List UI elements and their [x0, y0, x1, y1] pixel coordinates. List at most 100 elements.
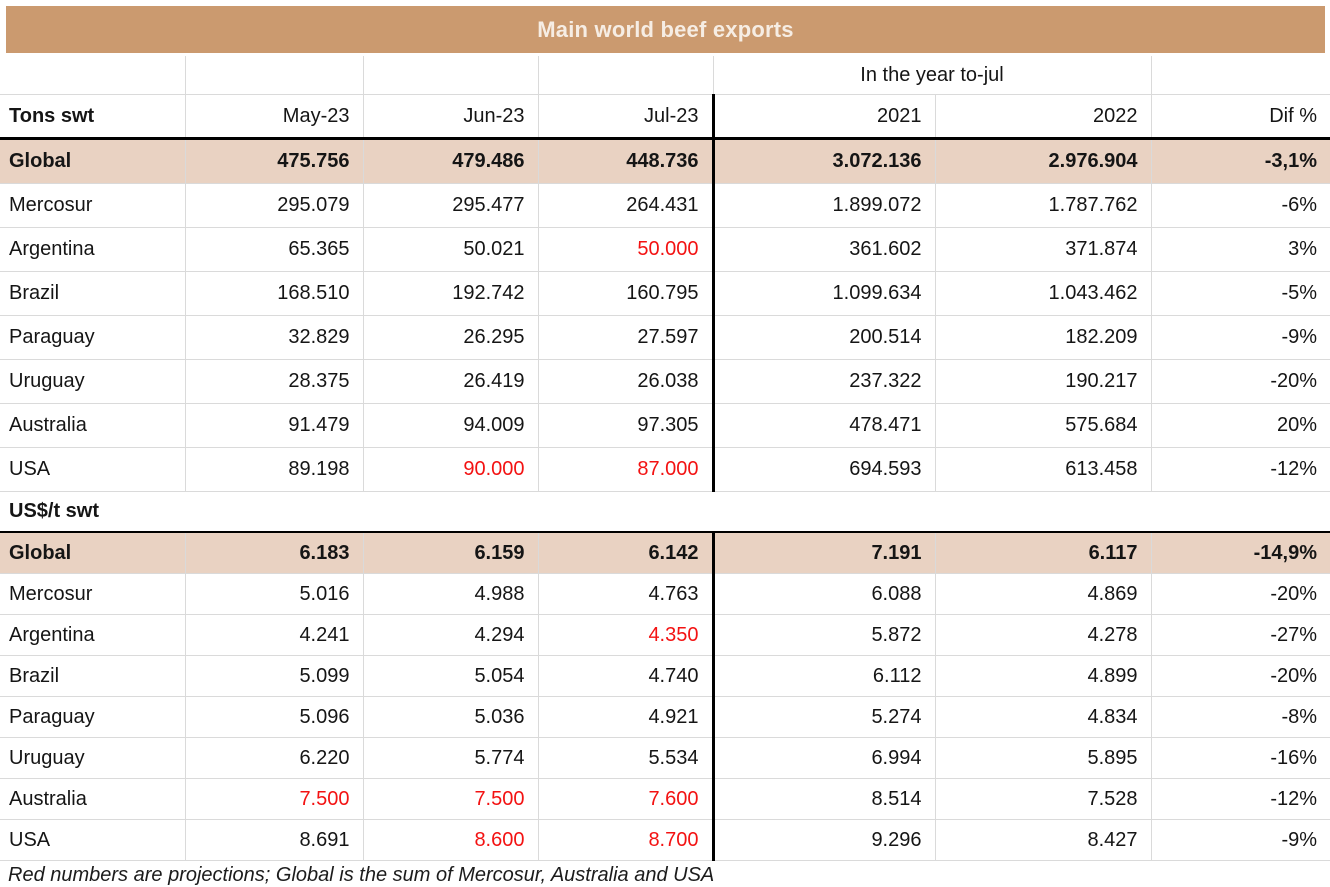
- column-header-tons-swt: Tons swt: [0, 94, 186, 140]
- value-cell: -20%: [1151, 573, 1330, 615]
- value-cell: 613.458: [935, 447, 1152, 492]
- value-cell: -20%: [1151, 359, 1330, 404]
- value-cell: -5%: [1151, 271, 1330, 316]
- value-cell: 90.000: [363, 447, 539, 492]
- value-cell: -12%: [1151, 447, 1330, 492]
- table-row-mercosur: Mercosur 295.079 295.477 264.431 1.899.072 1.…: [0, 183, 1330, 228]
- value-cell: 3.072.136: [713, 137, 936, 184]
- value-cell: 475.756: [185, 137, 364, 184]
- value-cell: 575.684: [935, 403, 1152, 448]
- table-row-brazil: Brazil 5.099 5.054 4.740 6.112 4.899 -20%: [0, 655, 1330, 697]
- empty-cell: [185, 56, 364, 95]
- table-row-mercosur: Mercosur 5.016 4.988 4.763 6.088 4.869 -20%: [0, 573, 1330, 615]
- row-label: Australia: [0, 778, 186, 820]
- value-cell: 6.088: [713, 573, 936, 615]
- group-header-label: In the year to-jul: [713, 56, 1152, 95]
- value-cell: 28.375: [185, 359, 364, 404]
- table-row-global: Global 6.183 6.159 6.142 7.191 6.117 -14,9%: [0, 531, 1330, 574]
- value-cell: 694.593: [713, 447, 936, 492]
- value-cell: 3%: [1151, 227, 1330, 272]
- row-label: Global: [0, 137, 186, 184]
- value-cell: 87.000: [538, 447, 715, 492]
- value-cell: -9%: [1151, 819, 1330, 861]
- value-cell: -20%: [1151, 655, 1330, 697]
- section-label: US$/t swt: [0, 491, 1330, 533]
- value-cell: 448.736: [538, 137, 715, 184]
- value-cell: 192.742: [363, 271, 539, 316]
- value-cell: 4.294: [363, 614, 539, 656]
- table-row-brazil: Brazil 168.510 192.742 160.795 1.099.634 1.04…: [0, 271, 1330, 316]
- table-row-uruguay: Uruguay 6.220 5.774 5.534 6.994 5.895 -16%: [0, 737, 1330, 779]
- value-cell: 295.079: [185, 183, 364, 228]
- value-cell: 20%: [1151, 403, 1330, 448]
- value-cell: 4.869: [935, 573, 1152, 615]
- value-cell: 5.274: [713, 696, 936, 738]
- table-row-australia: Australia 91.479 94.009 97.305 478.471 575.68…: [0, 403, 1330, 448]
- row-label: Brazil: [0, 271, 186, 316]
- table-row-usa: USA 8.691 8.600 8.700 9.296 8.427 -9%: [0, 819, 1330, 861]
- column-header-jun-23: Jun-23: [363, 94, 539, 140]
- value-cell: 479.486: [363, 137, 539, 184]
- value-cell: 89.198: [185, 447, 364, 492]
- row-label: Mercosur: [0, 573, 186, 615]
- empty-cell: [538, 56, 714, 95]
- value-cell: 478.471: [713, 403, 936, 448]
- value-cell: 4.921: [538, 696, 715, 738]
- table-row-uruguay: Uruguay 28.375 26.419 26.038 237.322 190.217-…: [0, 359, 1330, 404]
- value-cell: 26.038: [538, 359, 715, 404]
- value-cell: 94.009: [363, 403, 539, 448]
- row-label: Brazil: [0, 655, 186, 697]
- value-cell: 4.834: [935, 696, 1152, 738]
- empty-cell: [1151, 56, 1330, 95]
- row-label: Global: [0, 531, 186, 574]
- value-cell: 361.602: [713, 227, 936, 272]
- section-label-row: US$/t swt: [0, 491, 1330, 533]
- value-cell: 168.510: [185, 271, 364, 316]
- value-cell: 5.099: [185, 655, 364, 697]
- column-header-dif-pct: Dif %: [1151, 94, 1330, 140]
- value-cell: -9%: [1151, 315, 1330, 360]
- column-header-jul-23: Jul-23: [538, 94, 715, 140]
- value-cell: 6.112: [713, 655, 936, 697]
- value-cell: 4.763: [538, 573, 715, 615]
- value-cell: -8%: [1151, 696, 1330, 738]
- value-cell: 190.217: [935, 359, 1152, 404]
- value-cell: 371.874: [935, 227, 1152, 272]
- value-cell: 264.431: [538, 183, 715, 228]
- value-cell: 4.988: [363, 573, 539, 615]
- value-cell: 6.142: [538, 531, 715, 574]
- value-cell: 50.000: [538, 227, 715, 272]
- value-cell: 5.036: [363, 696, 539, 738]
- table-title: Main world beef exports: [6, 6, 1325, 53]
- value-cell: -3,1%: [1151, 137, 1330, 184]
- value-cell: 182.209: [935, 315, 1152, 360]
- value-cell: 7.528: [935, 778, 1152, 820]
- value-cell: 97.305: [538, 403, 715, 448]
- value-cell: 5.534: [538, 737, 715, 779]
- footnote: Red numbers are projections; Global is t…: [8, 864, 715, 886]
- table-row-australia: Australia 7.500 7.500 7.600 8.514 7.528 -12%: [0, 778, 1330, 820]
- value-cell: -12%: [1151, 778, 1330, 820]
- value-cell: 5.016: [185, 573, 364, 615]
- beef-exports-table: In the year to-jul Tons swt May-23 Jun-2…: [0, 56, 1330, 861]
- value-cell: 237.322: [713, 359, 936, 404]
- row-label: Argentina: [0, 614, 186, 656]
- row-label: Australia: [0, 403, 186, 448]
- value-cell: 4.278: [935, 614, 1152, 656]
- empty-cell: [363, 56, 539, 95]
- value-cell: 6.183: [185, 531, 364, 574]
- empty-cell: [0, 56, 186, 95]
- value-cell: 4.899: [935, 655, 1152, 697]
- value-cell: 5.774: [363, 737, 539, 779]
- row-label: Mercosur: [0, 183, 186, 228]
- row-label: Paraguay: [0, 315, 186, 360]
- row-label: USA: [0, 447, 186, 492]
- value-cell: 6.220: [185, 737, 364, 779]
- value-cell: 91.479: [185, 403, 364, 448]
- table-row-argentina: Argentina 65.365 50.021 50.000 361.602 371.87…: [0, 227, 1330, 272]
- value-cell: 5.872: [713, 614, 936, 656]
- value-cell: 5.096: [185, 696, 364, 738]
- value-cell: 5.895: [935, 737, 1152, 779]
- value-cell: 1.099.634: [713, 271, 936, 316]
- value-cell: 4.241: [185, 614, 364, 656]
